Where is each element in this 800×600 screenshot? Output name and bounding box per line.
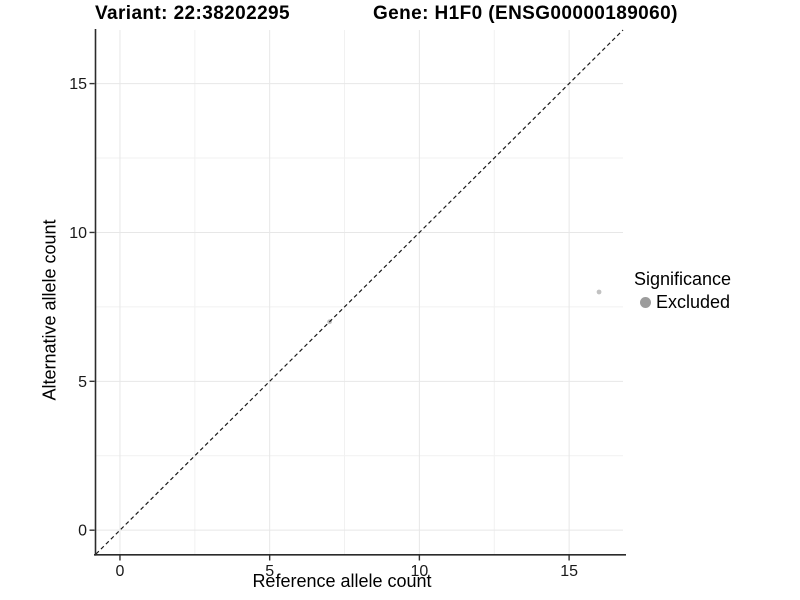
y-tick-label: 5 [78,374,87,391]
x-tick-label: 15 [560,563,578,580]
legend-item-label: Excluded [656,292,731,312]
legend-title: Significance [634,269,732,289]
x-tick-label: 0 [116,563,125,580]
y-tick-label: 15 [69,76,87,93]
y-axis-title: Alternative allele count [39,219,60,401]
legend: Significance Excluded [634,268,731,312]
legend-item-excluded: Excluded [634,292,731,312]
plot-title-variant: Variant: 22:38202295 [95,3,290,24]
identity-reference-line [95,29,624,555]
plot-title-gene: Gene: H1F0 (ENSG00000189060) [373,3,678,24]
y-tick-label: 10 [69,225,87,242]
y-tick-label: 0 [78,523,87,540]
x-tick-label: 5 [265,563,274,580]
data-point [596,289,602,295]
x-tick-label: 10 [410,563,428,580]
x-axis-title: Reference allele count [252,571,432,591]
legend-point-icon [640,296,651,308]
